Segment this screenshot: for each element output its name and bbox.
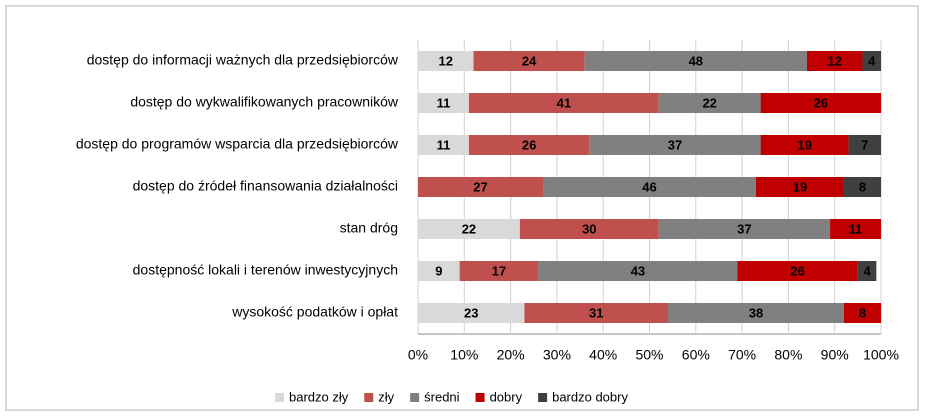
x-tick-label: 60% bbox=[682, 347, 710, 363]
bar-segment bbox=[806, 51, 863, 71]
x-tick-label: 70% bbox=[728, 347, 756, 363]
legend-swatch bbox=[475, 393, 485, 402]
category-label: dostęp do źródeł finansowania działalnoś… bbox=[133, 178, 398, 194]
x-tick-label: 30% bbox=[543, 347, 571, 363]
x-tick-label: 80% bbox=[774, 347, 802, 363]
data-label: 11 bbox=[437, 137, 451, 152]
data-label: 26 bbox=[522, 137, 536, 152]
category-label: dostępność lokali i terenów inwestycyjny… bbox=[133, 262, 398, 278]
data-label: 31 bbox=[589, 305, 603, 320]
bar-segment bbox=[524, 303, 669, 323]
bar-segment bbox=[418, 303, 525, 323]
bar-segment bbox=[418, 177, 544, 197]
bar-segment bbox=[843, 177, 881, 197]
bar-segment bbox=[418, 261, 460, 281]
data-label: 4 bbox=[863, 263, 871, 278]
data-label: 19 bbox=[793, 179, 807, 194]
bar-segment bbox=[760, 135, 849, 155]
data-label: 24 bbox=[522, 53, 537, 68]
x-tick-label: 20% bbox=[497, 347, 525, 363]
bar-segment bbox=[830, 219, 881, 239]
bar-segment bbox=[418, 219, 520, 239]
data-label: 23 bbox=[464, 305, 478, 320]
bar-segment bbox=[668, 303, 844, 323]
bar-segment bbox=[459, 261, 539, 281]
data-label: 37 bbox=[737, 221, 751, 236]
data-label: 38 bbox=[749, 305, 763, 320]
bar-segment bbox=[418, 93, 469, 113]
chart-frame bbox=[5, 5, 919, 411]
bar-segment bbox=[538, 261, 738, 281]
category-label: dostęp do informacji ważnych dla przedsi… bbox=[87, 52, 399, 68]
data-label: 46 bbox=[642, 179, 656, 194]
x-tick-label: 0% bbox=[408, 347, 428, 363]
data-label: 26 bbox=[814, 95, 828, 110]
data-label: 43 bbox=[631, 263, 645, 278]
legend-label: bardzo zły bbox=[289, 389, 349, 404]
bar-segment bbox=[848, 135, 881, 155]
legend-swatch bbox=[538, 393, 548, 402]
data-label: 4 bbox=[868, 53, 876, 68]
data-label: 7 bbox=[861, 137, 868, 152]
bar-segment bbox=[658, 219, 831, 239]
x-tick-label: 10% bbox=[450, 347, 478, 363]
bar-segment bbox=[473, 51, 585, 71]
legend-swatch bbox=[410, 393, 420, 402]
legend-label: średni bbox=[424, 389, 460, 404]
category-label: stan dróg bbox=[340, 220, 398, 236]
legend-label: zły bbox=[378, 389, 394, 404]
bar-segment bbox=[584, 51, 807, 71]
data-label: 12 bbox=[439, 53, 453, 68]
category-label: dostęp do programów wsparcia dla przedsi… bbox=[76, 136, 399, 152]
data-label: 30 bbox=[582, 221, 596, 236]
x-tick-label: 90% bbox=[821, 347, 849, 363]
data-label: 9 bbox=[435, 263, 442, 278]
data-label: 11 bbox=[437, 95, 451, 110]
bar-segment bbox=[418, 51, 474, 71]
legend-label: dobry bbox=[490, 389, 523, 404]
x-tick-label: 50% bbox=[635, 347, 663, 363]
data-label: 22 bbox=[462, 221, 476, 236]
data-label: 41 bbox=[557, 95, 571, 110]
legend-label: bardzo dobry bbox=[552, 389, 628, 404]
bar-segment bbox=[857, 261, 877, 281]
data-label: 48 bbox=[689, 53, 703, 68]
bar-segment bbox=[543, 177, 756, 197]
bar-segment bbox=[658, 93, 761, 113]
category-label: dostęp do wykwalifikowanych pracowników bbox=[130, 94, 399, 110]
x-tick-label: 40% bbox=[589, 347, 617, 363]
data-label: 8 bbox=[859, 305, 866, 320]
data-label: 22 bbox=[702, 95, 716, 110]
bar-segment bbox=[468, 93, 659, 113]
x-tick-label: 100% bbox=[863, 347, 899, 363]
data-label: 11 bbox=[849, 221, 863, 236]
bar-segment bbox=[519, 219, 659, 239]
bar-segment bbox=[737, 261, 858, 281]
data-label: 27 bbox=[473, 179, 487, 194]
bar-segment bbox=[843, 303, 881, 323]
bar-segment bbox=[418, 135, 469, 155]
bar-segment bbox=[589, 135, 761, 155]
data-label: 26 bbox=[790, 263, 804, 278]
bar-segment bbox=[760, 93, 881, 113]
bar-segment bbox=[468, 135, 590, 155]
legend-swatch bbox=[275, 393, 284, 402]
data-label: 8 bbox=[859, 179, 866, 194]
data-label: 12 bbox=[827, 53, 841, 68]
data-label: 17 bbox=[492, 263, 506, 278]
data-label: 19 bbox=[797, 137, 811, 152]
legend-swatch bbox=[364, 393, 374, 402]
data-label: 37 bbox=[668, 137, 682, 152]
bar-segment bbox=[755, 177, 844, 197]
category-label: wysokość podatków i opłat bbox=[231, 304, 398, 320]
bar-segment bbox=[862, 51, 881, 71]
